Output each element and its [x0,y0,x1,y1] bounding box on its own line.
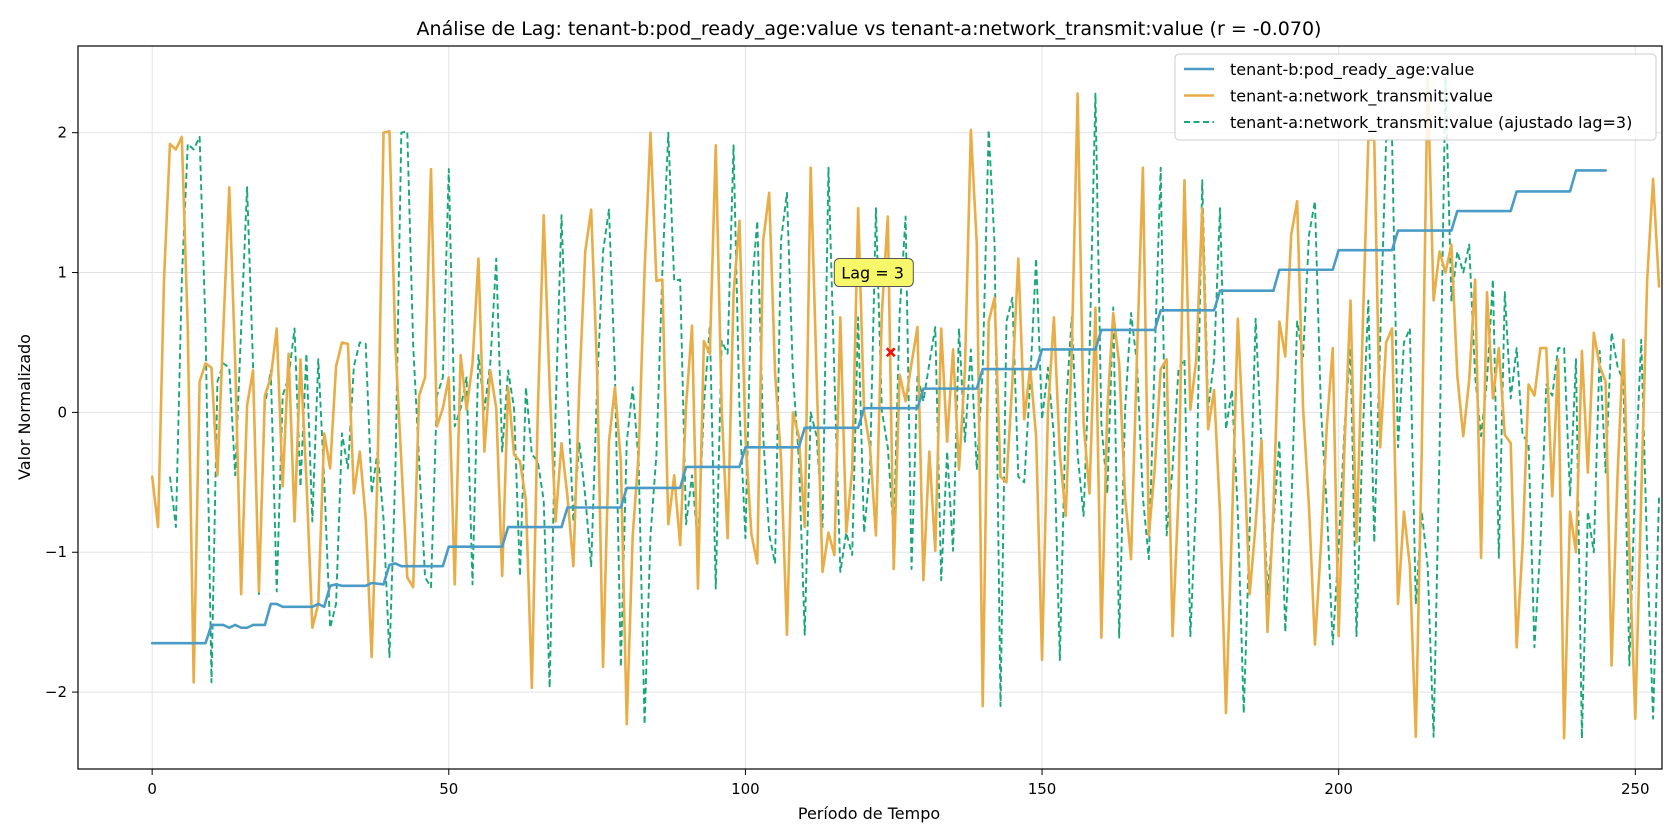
series-tenant-a-network-transmit [150,75,1661,740]
x-tick-label: 50 [439,780,458,798]
series-tenant-b-pod-ready-age [150,169,1607,645]
series-group [150,75,1661,740]
y-tick-label: −2 [45,683,67,701]
lag-annotation-text: Lag = 3 [841,264,904,283]
legend-label: tenant-b:pod_ready_age:value [1230,60,1474,80]
legend-label: tenant-a:network_transmit:value (ajustad… [1230,113,1632,133]
annotation-group: Lag = 3 [833,258,914,358]
x-tick-label: 0 [147,780,157,798]
y-axis: −2 −1 0 1 2 [45,124,78,701]
x-axis: 0 50 100 150 200 250 [147,769,1650,798]
plot-frame [77,45,1663,770]
lag-marker-icon [885,347,896,358]
y-tick-label: 0 [57,403,67,421]
x-axis-label: Período de Tempo [798,804,940,823]
chart-title: Análise de Lag: tenant-b:pod_ready_age:v… [417,18,1322,40]
y-axis-label: Valor Normalizado [15,334,34,480]
x-tick-label: 100 [731,780,760,798]
x-tick-label: 250 [1621,780,1650,798]
lag-annotation-box [833,258,914,288]
legend-label: tenant-a:network_transmit:value [1230,87,1493,107]
legend: tenant-b:pod_ready_age:value tenant-a:net… [1174,53,1657,141]
x-tick-label: 200 [1324,780,1353,798]
y-tick-label: 1 [57,264,67,282]
x-tick-label: 150 [1028,780,1057,798]
y-tick-label: 2 [57,124,67,142]
legend-box [1174,53,1657,141]
y-tick-label: −1 [45,543,67,561]
